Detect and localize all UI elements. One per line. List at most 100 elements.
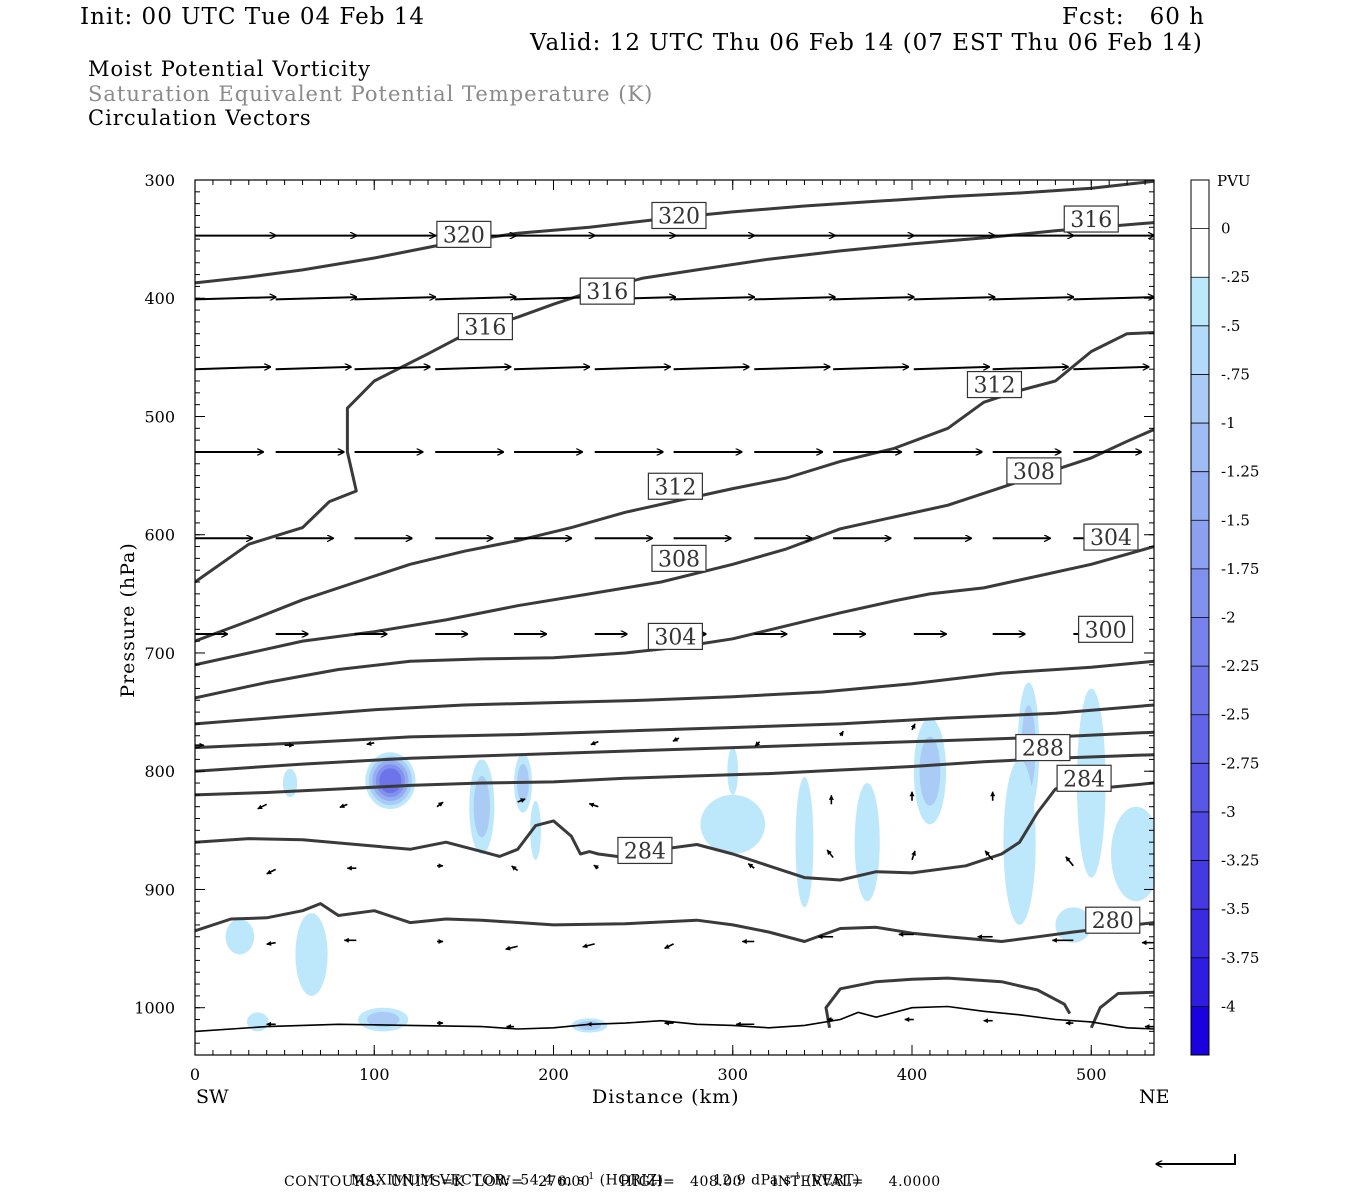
contour-label-box xyxy=(457,313,513,341)
x-left-direction: SW xyxy=(196,1086,229,1108)
pv-region xyxy=(795,777,814,908)
circulation-vector xyxy=(672,736,680,742)
contour-label-box xyxy=(1083,523,1139,551)
colorbar-segment xyxy=(1191,811,1209,861)
max-vector-label: MAXIMUM VECTOR: xyxy=(350,1172,511,1189)
contour-label-text: 312 xyxy=(973,374,1015,399)
circulation-vector xyxy=(593,864,599,870)
circulation-vector xyxy=(257,803,268,810)
circulation-vector xyxy=(910,723,916,731)
theta-e-contour-276 xyxy=(1089,990,1154,1029)
theta-e-contour-304 xyxy=(195,545,1154,700)
colorbar-segment xyxy=(1191,374,1209,424)
circulation-vector xyxy=(505,945,518,951)
colorbar-segment xyxy=(1191,471,1209,521)
circulation-vector xyxy=(747,863,755,869)
theta-e-contour-300 xyxy=(195,659,1154,726)
pv-region xyxy=(473,775,490,838)
max-vector-vert: 12.9 dPa s xyxy=(713,1172,792,1189)
y-tick-label: 900 xyxy=(144,880,175,899)
contour-label: 320 xyxy=(436,220,492,248)
x-axis-label: Distance (km) xyxy=(592,1086,740,1108)
contour-label: 288 xyxy=(1015,733,1071,762)
contour-label-box xyxy=(1006,457,1062,485)
contour-label: 316 xyxy=(579,277,635,305)
contour-label-text: 316 xyxy=(1070,208,1112,233)
contour-label-box xyxy=(647,472,703,500)
colorbar-segment xyxy=(1191,228,1209,278)
colorbar-label: -.25 xyxy=(1221,268,1250,286)
theta-e-contour-320 xyxy=(195,180,1154,285)
contour-label-text: 308 xyxy=(658,547,700,572)
colorbar-label: -3.75 xyxy=(1221,949,1259,967)
colorbar-segment xyxy=(1191,180,1209,229)
circulation-vector xyxy=(833,297,914,299)
circulation-vector xyxy=(511,865,519,872)
vert-exponent: -1 xyxy=(791,1172,802,1182)
circulation-vector xyxy=(517,798,526,803)
contour-label-text: 280 xyxy=(1092,909,1134,934)
colorbar-segment xyxy=(1191,617,1209,667)
circulation-vector xyxy=(435,367,510,369)
circulation-vector xyxy=(590,740,599,746)
axis-layer: 300 400 500 600 700 800 900 1000 0 100 200 300 400 50… xyxy=(134,171,1154,1084)
reference-vector xyxy=(1156,1154,1236,1164)
colorbar-label: -.5 xyxy=(1221,317,1240,335)
circulation-vector xyxy=(435,297,516,299)
horiz-unit: (HORIZ) xyxy=(599,1172,664,1189)
colorbar-label: -4 xyxy=(1221,997,1236,1015)
circulation-vector xyxy=(436,801,444,808)
x-tick-label: 300 xyxy=(717,1065,748,1084)
contour-label: 320 xyxy=(651,201,707,229)
theta-e-contour-312 xyxy=(195,331,1154,643)
contour-label-text: 284 xyxy=(624,839,666,864)
y-tick-label: 600 xyxy=(144,526,175,545)
colorbar-label: -3 xyxy=(1221,803,1236,821)
x-tick-label: 0 xyxy=(190,1065,200,1084)
pv-region xyxy=(1110,806,1154,902)
circulation-vector xyxy=(913,297,995,299)
x-tick-label: 200 xyxy=(538,1065,569,1084)
pv-region xyxy=(727,747,739,795)
circulation-vector xyxy=(354,367,430,369)
contour-label: 304 xyxy=(1083,523,1139,551)
theta-e-contour-296 xyxy=(195,703,1154,750)
pv-region xyxy=(295,913,328,996)
reference-vector-arrow xyxy=(1156,1154,1236,1164)
colorbar-segment xyxy=(1191,714,1209,764)
contour-label-text: 304 xyxy=(654,625,696,650)
contour-label-box xyxy=(1015,733,1071,762)
plot-frame xyxy=(194,179,1155,1056)
circulation-vector xyxy=(833,367,908,369)
x-tick-label: 500 xyxy=(1076,1065,1107,1084)
x-tick-label: 400 xyxy=(897,1065,928,1084)
circulation-vector xyxy=(266,940,276,946)
circulation-vector xyxy=(354,297,436,299)
colorbar-label: -2 xyxy=(1221,609,1236,627)
pv-region xyxy=(700,794,766,854)
colorbar-label: -3.25 xyxy=(1221,852,1259,870)
circulation-vector xyxy=(266,868,277,875)
circulation-vector xyxy=(754,367,829,369)
circulation-vector xyxy=(339,803,348,809)
circulation-vector xyxy=(911,850,916,861)
contour-label: 316 xyxy=(1063,205,1119,233)
contour-label: 312 xyxy=(966,370,1023,399)
colorbar-label: -2.5 xyxy=(1221,706,1250,724)
contour-label-text: 304 xyxy=(1090,526,1132,551)
contour-label-box xyxy=(1085,906,1141,934)
contour-label: 280 xyxy=(1085,906,1141,934)
contour-label-box xyxy=(579,277,635,305)
contour-label-box xyxy=(647,622,703,651)
y-tick-label: 1000 xyxy=(134,999,175,1018)
contour-label-box xyxy=(436,220,492,248)
colorbar-label: -2.75 xyxy=(1221,754,1259,772)
circulation-vector xyxy=(195,297,276,299)
contour-label-box xyxy=(651,544,707,572)
max-vector-line: MAXIMUM VECTOR: 54.4 m s-1 (HORIZ) 12.9 … xyxy=(341,1156,860,1189)
circulation-vector xyxy=(514,367,589,369)
colorbar-segment xyxy=(1191,325,1209,375)
colorbar-label: -1.5 xyxy=(1221,511,1250,529)
y-tick-label: 500 xyxy=(144,407,175,426)
